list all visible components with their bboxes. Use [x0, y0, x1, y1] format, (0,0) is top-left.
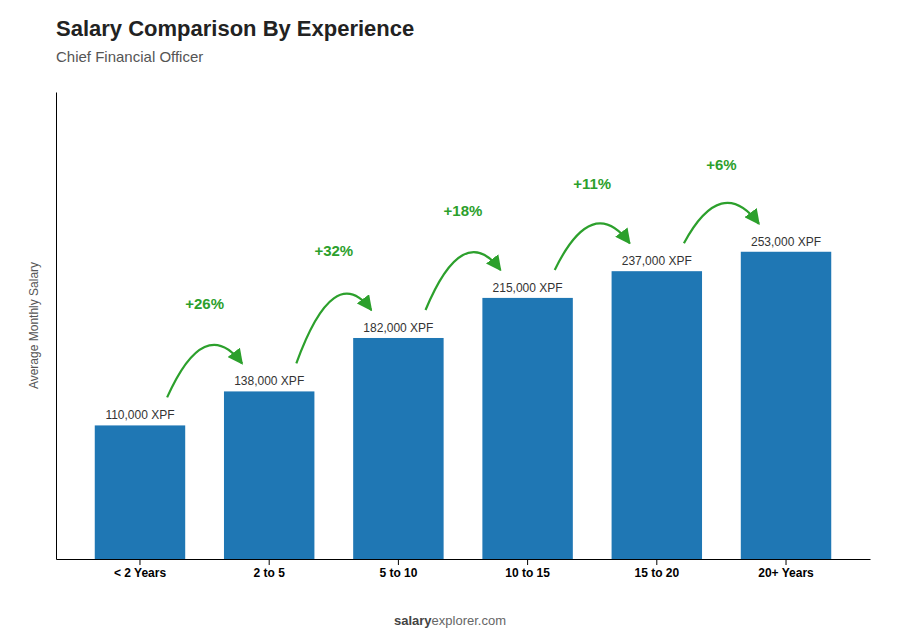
- bar: [353, 338, 443, 559]
- x-tick: 15 to 20: [634, 559, 679, 580]
- x-tick-mark: [398, 559, 399, 565]
- bar: [95, 425, 185, 559]
- bar: [741, 252, 831, 559]
- x-tick-label: 2 to 5: [254, 566, 286, 580]
- footer: salaryexplorer.com: [394, 613, 506, 628]
- plot: < 2 Years 2 to 5 5 to 10 10 to 15 15 to 20 20…: [57, 93, 871, 580]
- x-tick-label: 5 to 10: [379, 566, 417, 580]
- bar: [224, 391, 314, 559]
- x-tick-mark: [656, 559, 657, 565]
- arrow: [296, 294, 371, 364]
- annotation: +6%: [706, 156, 736, 173]
- chart: Salary Comparison By Experience Chief Fin…: [0, 0, 900, 641]
- x-axis: < 2 Years 2 to 5 5 to 10 10 to 15 15 to 20 20…: [57, 559, 871, 580]
- y-axis-line: [56, 93, 57, 560]
- annotations: +26% +32% +18% +11% +6%: [167, 156, 759, 398]
- x-tick-mark: [269, 559, 270, 565]
- x-tick-label: 15 to 20: [634, 566, 679, 580]
- x-tick-mark: [139, 559, 140, 565]
- data-label: 253,000 XPF: [751, 235, 821, 249]
- bar: [612, 271, 702, 559]
- arrow: [555, 223, 630, 269]
- x-tick-mark: [527, 559, 528, 565]
- x-tick: 2 to 5: [254, 559, 286, 580]
- annotation: +26%: [185, 295, 224, 312]
- x-tick: 5 to 10: [379, 559, 417, 580]
- data-label: 110,000 XPF: [105, 408, 174, 422]
- subtitle: Chief Financial Officer: [56, 48, 203, 65]
- data-labels: 110,000 XPF 138,000 XPF 182,000 XPF 215,000…: [105, 235, 821, 423]
- arrow: [426, 252, 501, 310]
- x-tick-label: < 2 Years: [114, 566, 166, 580]
- bar: [482, 298, 572, 559]
- annotation: +11%: [573, 175, 611, 192]
- x-axis-line: [57, 559, 871, 560]
- x-tick-mark: [786, 559, 787, 565]
- x-tick-label: 10 to 15: [505, 566, 550, 580]
- x-tick-label: 20+ Years: [758, 566, 814, 580]
- footer-part: salary: [394, 613, 432, 628]
- data-label: 138,000 XPF: [234, 374, 304, 388]
- data-label: 237,000 XPF: [622, 254, 692, 268]
- x-tick: 20+ Years: [758, 559, 814, 580]
- annotation: +18%: [444, 202, 483, 219]
- arrow: [684, 203, 759, 243]
- footer-part: explorer.com: [432, 613, 506, 628]
- x-tick: < 2 Years: [114, 559, 166, 580]
- bars: [95, 252, 831, 559]
- title: Salary Comparison By Experience: [56, 16, 414, 41]
- data-label: 215,000 XPF: [493, 281, 563, 295]
- x-tick: 10 to 15: [505, 559, 550, 580]
- annotation: +32%: [314, 242, 353, 259]
- data-label: 182,000 XPF: [363, 321, 433, 335]
- y-label: Average Monthly Salary: [27, 262, 41, 389]
- y-axis: [56, 93, 57, 560]
- arrow: [167, 345, 242, 398]
